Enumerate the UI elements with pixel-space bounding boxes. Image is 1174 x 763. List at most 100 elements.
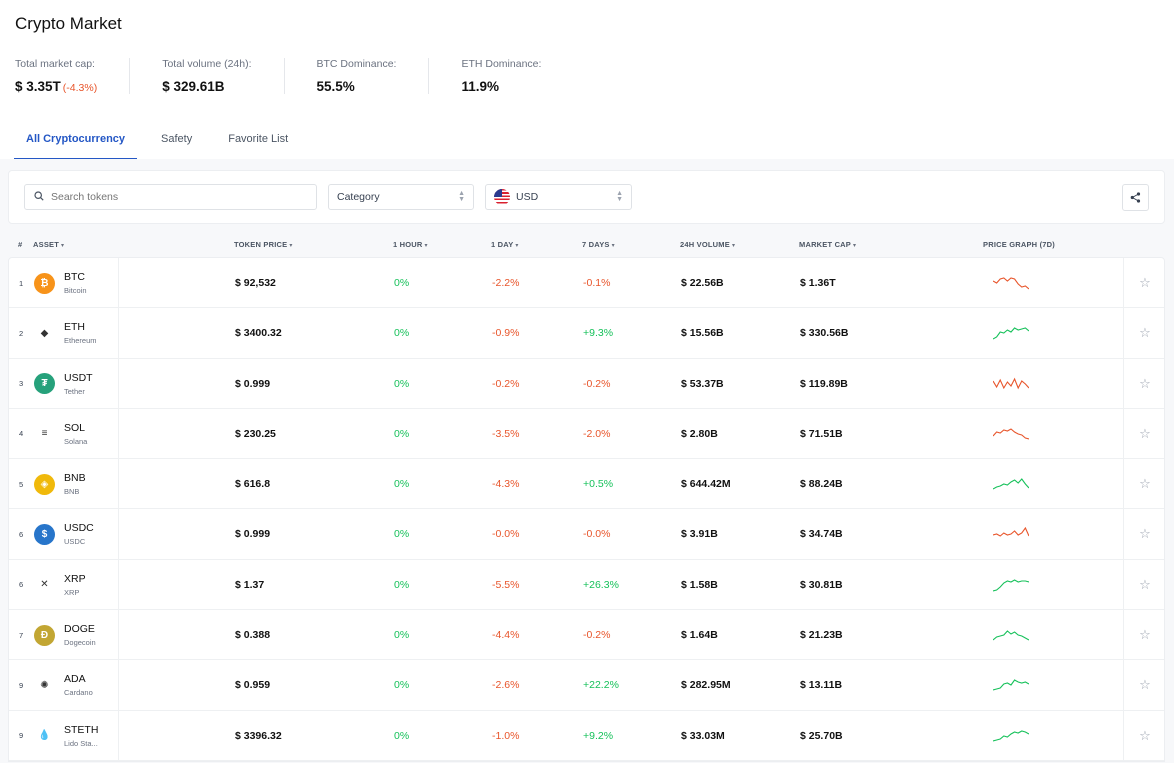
- favorite-star-icon[interactable]: ☆: [1123, 408, 1166, 459]
- change-1-hour: 0%: [394, 277, 410, 289]
- category-select[interactable]: Category ▲ ▼: [328, 184, 474, 210]
- select-arrows-icon: ▲ ▼: [616, 190, 623, 203]
- header-1-hour[interactable]: 1 HOUR ▾: [393, 240, 428, 249]
- asset-cell[interactable]: Ð DOGE Dogecoin: [34, 610, 119, 661]
- volume-24h: $ 644.42M: [681, 478, 731, 491]
- asset-name: Ethereum: [64, 336, 97, 346]
- asset-cell[interactable]: 💧 STETH Lido Sta...: [34, 710, 119, 761]
- header-market-cap[interactable]: MARKET CAP ▾: [799, 240, 857, 249]
- favorite-star-icon[interactable]: ☆: [1123, 660, 1166, 711]
- asset-cell[interactable]: $ USDC USDC: [34, 509, 119, 560]
- asset-cell[interactable]: ✺ ADA Cardano: [34, 660, 119, 711]
- change-1-hour: 0%: [394, 629, 410, 642]
- ethereum-icon: ◆: [34, 322, 55, 344]
- header-asset[interactable]: ASSET ▾: [33, 240, 65, 249]
- change-7-days: +26.3%: [583, 578, 619, 591]
- row-rank: 5: [19, 479, 24, 489]
- favorite-star-icon[interactable]: ☆: [1123, 610, 1166, 661]
- cardano-icon: ✺: [34, 674, 55, 696]
- tether-icon: ₮: [34, 373, 55, 395]
- asset-symbol: SOL: [64, 421, 86, 434]
- row-rank: 9: [19, 680, 24, 690]
- share-button[interactable]: [1122, 184, 1149, 211]
- table-header: # ASSET ▾ TOKEN PRICE ▾ 1 HOUR ▾ 1 DAY ▾ 7 D…: [8, 233, 1165, 257]
- table-row[interactable]: 3 ₮ USDT Tether $ 0.999 0% -0.2% -0.2% $ 53.37B $…: [9, 358, 1166, 409]
- market-cap: $ 34.74B: [800, 528, 843, 541]
- sort-icon: ▾: [611, 243, 615, 249]
- token-price: $ 1.37: [235, 578, 265, 591]
- favorite-star-icon[interactable]: ☆: [1123, 258, 1166, 308]
- sparkline-line: [993, 679, 1029, 691]
- table-row[interactable]: 2 ◆ ETH Ethereum $ 3400.32 0% -0.9% +9.3% $ 15.5…: [9, 308, 1166, 359]
- sparkline-chart: [993, 377, 1029, 389]
- volume-24h: $ 282.95M: [681, 679, 731, 692]
- price-sparkline: [993, 409, 1029, 459]
- favorite-star-icon[interactable]: ☆: [1123, 459, 1166, 510]
- table-row[interactable]: 5 ◈ BNB BNB $ 616.8 0% -4.3% +0.5% $ 644.42M $ 88…: [9, 459, 1166, 510]
- row-rank: 3: [19, 379, 24, 389]
- share-icon: [1130, 192, 1141, 203]
- stat-eth-dominance: ETH Dominance: 11.9%: [428, 58, 573, 94]
- stat-value: 11.9%: [461, 79, 500, 94]
- favorite-star-icon[interactable]: ☆: [1123, 509, 1166, 560]
- search-box[interactable]: [24, 184, 317, 210]
- asset-cell[interactable]: ◆ ETH Ethereum: [34, 308, 119, 359]
- change-7-days: +9.2%: [583, 729, 614, 742]
- volume-24h: $ 1.58B: [681, 578, 718, 591]
- sort-icon: ▾: [515, 243, 519, 249]
- currency-select[interactable]: USD ▲ ▼: [485, 184, 632, 210]
- favorite-star-icon[interactable]: ☆: [1123, 308, 1166, 359]
- token-price: $ 3396.32: [235, 729, 282, 742]
- page-title: Crypto Market: [15, 14, 122, 33]
- change-1-day: -3.5%: [492, 427, 520, 440]
- asset-cell[interactable]: ₮ USDT Tether: [34, 358, 119, 409]
- change-1-hour: 0%: [394, 578, 410, 591]
- token-price: $ 0.999: [235, 528, 271, 541]
- favorite-star-icon[interactable]: ☆: [1123, 710, 1166, 761]
- asset-cell[interactable]: ₿ BTC Bitcoin: [34, 258, 119, 308]
- change-1-hour: 0%: [394, 377, 410, 390]
- table-row[interactable]: 1 ₿ BTC Bitcoin $ 92,532 0% -2.2% -0.1% $ 22.56B…: [9, 258, 1166, 309]
- tab-all-cryptocurrency[interactable]: All Cryptocurrency: [14, 120, 138, 160]
- header-24h-volume[interactable]: 24H VOLUME ▾: [680, 240, 736, 249]
- sort-icon: ▾: [424, 243, 428, 249]
- table-row[interactable]: 4 ≡ SOL Solana $ 230.25 0% -3.5% -2.0% $ 2.80B $ …: [9, 408, 1166, 460]
- token-price: $ 0.999: [235, 377, 271, 390]
- asset-cell[interactable]: ≡ SOL Solana: [34, 408, 119, 459]
- stat-label: Total volume (24h):: [162, 58, 252, 70]
- header-rank: #: [18, 240, 23, 249]
- asset-cell[interactable]: ◈ BNB BNB: [34, 459, 119, 510]
- stat-total-volume: Total volume (24h): $ 329.61B: [129, 58, 283, 94]
- table-row[interactable]: 6 $ USDC USDC $ 0.999 0% -0.0% -0.0% $ 3.91B $ 34…: [9, 509, 1166, 560]
- asset-name: BNB: [64, 487, 80, 497]
- tab-favorite-list[interactable]: Favorite List: [228, 133, 289, 145]
- asset-cell[interactable]: ✕ XRP XRP: [34, 559, 119, 610]
- favorite-star-icon[interactable]: ☆: [1123, 358, 1166, 409]
- token-price: $ 0.959: [235, 679, 271, 692]
- header-7-days[interactable]: 7 DAYS ▾: [582, 240, 615, 249]
- table-row[interactable]: 6 ✕ XRP XRP $ 1.37 0% -5.5% +26.3% $ 1.58B $ 30.8…: [9, 559, 1166, 611]
- asset-symbol: USDC: [64, 522, 94, 535]
- sparkline-chart: [993, 679, 1029, 691]
- table-row[interactable]: 9 💧 STETH Lido Sta... $ 3396.32 0% -1.0% +9.2% $…: [9, 710, 1166, 761]
- table-row[interactable]: 9 ✺ ADA Cardano $ 0.959 0% -2.6% +22.2% $ 282.95…: [9, 660, 1166, 711]
- price-sparkline: [993, 660, 1029, 710]
- price-sparkline: [993, 560, 1029, 610]
- market-cap: $ 13.11B: [800, 679, 843, 692]
- row-rank: 1: [19, 278, 24, 288]
- asset-symbol: BNB: [64, 472, 86, 485]
- favorite-star-icon[interactable]: ☆: [1123, 559, 1166, 610]
- token-price: $ 92,532: [235, 277, 276, 289]
- tab-safety[interactable]: Safety: [161, 133, 193, 145]
- header-1-day[interactable]: 1 DAY ▾: [491, 240, 519, 249]
- search-input[interactable]: [51, 191, 301, 203]
- change-1-day: -4.4%: [492, 629, 520, 642]
- volume-24h: $ 22.56B: [681, 277, 724, 289]
- change-1-day: -0.9%: [492, 327, 520, 340]
- header-token-price[interactable]: TOKEN PRICE ▾: [234, 240, 293, 249]
- sparkline-chart: [993, 579, 1029, 592]
- change-1-day: -2.6%: [492, 679, 520, 692]
- market-stats: Total market cap: $ 3.35T (-4.3%) Total v…: [15, 58, 573, 94]
- table-row[interactable]: 7 Ð DOGE Dogecoin $ 0.388 0% -4.4% -0.2% $ 1.64B…: [9, 610, 1166, 661]
- asset-name: Dogecoin: [64, 638, 96, 648]
